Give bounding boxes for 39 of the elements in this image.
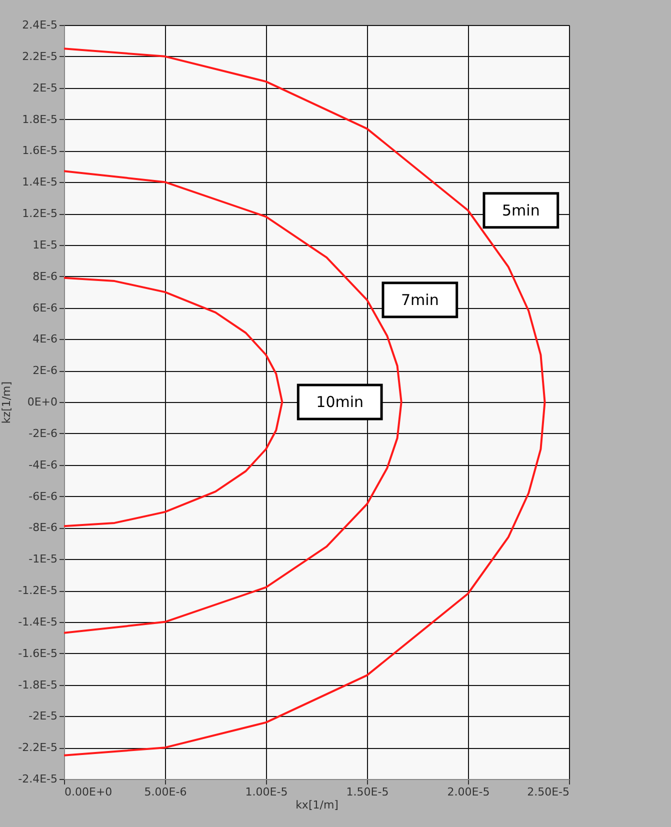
y-tick-label: 1E-5 [32, 238, 58, 252]
y-tick-label: -6E-6 [28, 490, 58, 503]
y-tick-label: 2E-5 [32, 81, 58, 94]
y-tick-label: -2E-5 [28, 710, 58, 723]
x-axis-title: kx[1/m] [296, 798, 338, 812]
x-tick-label: 0.00E+0 [64, 786, 112, 798]
y-tick-label: 8E-6 [32, 270, 58, 283]
x-tick-label: 5.00E-6 [144, 786, 187, 798]
y-tick-label: -1.2E-5 [18, 584, 58, 597]
y-tick-label: 0E+0 [27, 396, 58, 408]
y-tick-label: -1.6E-5 [18, 646, 58, 660]
y-tick-label: 1.2E-5 [22, 207, 58, 220]
y-tick-label: 1.8E-5 [22, 112, 58, 126]
y-tick-label: -8E-6 [28, 521, 58, 534]
y-tick-label: -1.8E-5 [18, 678, 58, 692]
line-series [64, 276, 284, 528]
y-axis-title: kz[1/m] [0, 381, 14, 424]
annotation: 5min [502, 201, 540, 220]
y-tick-label: -2.2E-5 [18, 741, 58, 754]
y-tick-label: 4E-6 [32, 332, 58, 346]
y-tick-label: -4E-6 [28, 458, 58, 472]
y-tick-label: -1E-5 [28, 552, 58, 566]
y-tick-label: 2.2E-5 [22, 50, 58, 63]
x-tick-label: 1.00E-5 [245, 786, 288, 798]
y-tick-label: -2.4E-5 [18, 772, 58, 786]
x-tick-label: 2.50E-5 [527, 786, 570, 798]
annotation: 7min [401, 290, 439, 309]
y-tick-label: -1.4E-5 [18, 615, 58, 628]
line-series [64, 48, 546, 756]
y-tick-label: 2E-6 [32, 364, 58, 378]
y-tick-label: 1.4E-5 [22, 176, 58, 189]
annotation: 10min [316, 393, 364, 411]
y-tick-label: -2E-6 [28, 426, 58, 440]
y-tick-label: 1.6E-5 [22, 144, 58, 158]
line-series [64, 170, 402, 634]
x-tick-label: 1.50E-5 [346, 786, 389, 798]
y-tick-label: 2.4E-5 [22, 18, 58, 32]
y-tick-label: 6E-6 [32, 301, 58, 314]
x-tick-label: 2.00E-5 [447, 786, 490, 798]
